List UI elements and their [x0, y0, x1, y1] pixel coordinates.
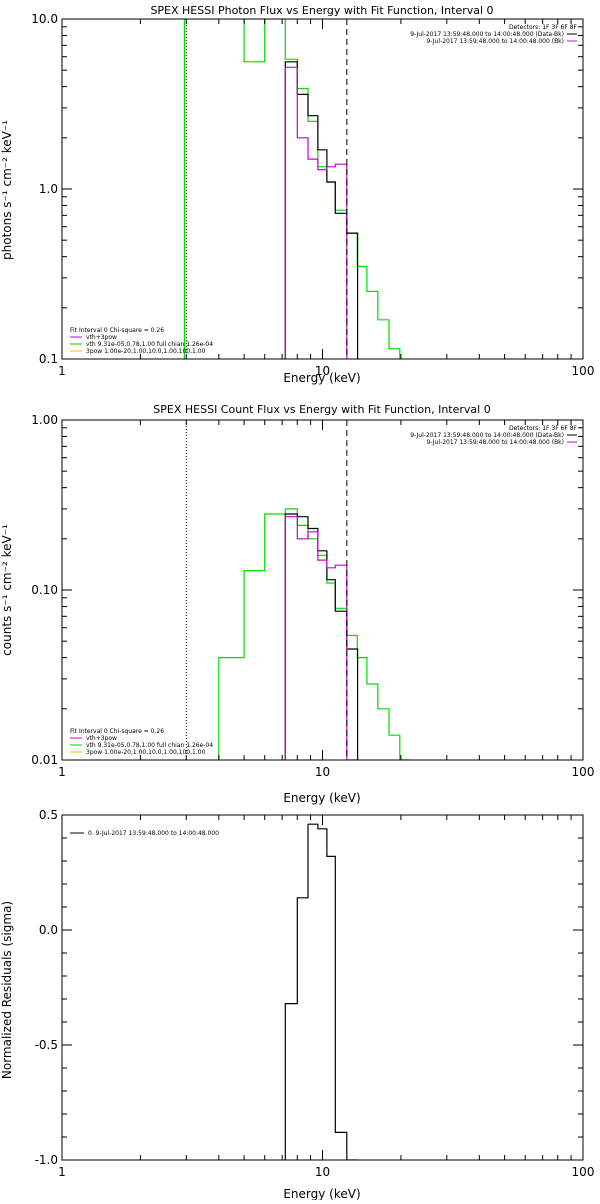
series-line-2-0 [284, 823, 359, 1160]
fit-legend-entry: vth+3pow [86, 334, 117, 341]
plot-frame-0 [61, 18, 584, 360]
series-line-1-0 [218, 508, 412, 760]
residuals-y-axis-label: Normalized Residuals (sigma) [0, 901, 14, 1079]
fit-legend-entry: 3pow 1.00e-20,1.00,10.0,1.00,100,1.00 [86, 749, 206, 756]
legend-entry: 9-Jul-2017 13:59:48.000 to 14:00:48.000 … [410, 432, 564, 439]
y-tick-label: 10.0 [31, 12, 58, 26]
x-tick-label: 100 [572, 364, 595, 378]
legend-entry: 9-Jul-2017 13:59:48.000 to 14:00:48.000 … [410, 31, 564, 38]
x-tick-label: 10 [315, 765, 330, 779]
legend-header: Detectors: 1F 3F 6F 8F [509, 425, 578, 432]
y-tick-label: 0.1 [39, 352, 58, 366]
residuals-x-axis-label: Energy (keV) [283, 1187, 360, 1200]
y-tick-label: 0.10 [31, 583, 58, 597]
legend-entry: 9-Jul-2017 13:59:48.000 to 14:00:48.000 … [426, 38, 564, 45]
x-tick-label: 10 [315, 364, 330, 378]
y-tick-label: 0.0 [39, 923, 58, 937]
fit-legend-entry: vth 9.31e-05,0.78,1.00 full chian 1.26e-… [86, 742, 213, 749]
photon-x-axis-label: Energy (keV) [283, 371, 360, 385]
residual-legend-entry: 0. 9-Jul-2017 13:59:48.000 to 14:00:48.0… [88, 830, 219, 837]
count-x-axis-label: Energy (keV) [283, 791, 360, 805]
x-tick-label: 1 [58, 364, 66, 378]
x-tick-label: 100 [572, 1165, 595, 1179]
panel-residuals: Energy (keV) Normalized Residuals (sigma… [0, 808, 595, 1201]
fit-legend-entry: 3pow 1.00e-20,1.00,10.0,1.00,100,1.00 [86, 348, 206, 355]
y-tick-label: -0.5 [35, 1038, 58, 1052]
fit-legend-entry: vth 9.31e-05,0.78,1.00 full chian 1.26e-… [86, 341, 213, 348]
plot-frame-1 [61, 419, 584, 761]
y-tick-label: -1.0 [35, 1153, 58, 1167]
photon-chart-title: SPEX HESSI Photon Flux vs Energy with Fi… [150, 4, 493, 17]
x-tick-label: 1 [58, 765, 66, 779]
y-tick-label: 0.5 [39, 808, 58, 822]
x-tick-label: 1 [58, 1165, 66, 1179]
y-tick-label: 0.01 [31, 753, 58, 767]
x-tick-label: 10 [315, 1165, 330, 1179]
photon-y-axis-label: photons s⁻¹ cm⁻² keV⁻¹ [0, 120, 14, 260]
series-line-0-0 [183, 19, 401, 359]
legend-header: Detectors: 1F 3F 6F 8F [509, 24, 578, 31]
panel-count-flux: SPEX HESSI Count Flux vs Energy with Fit… [0, 403, 594, 805]
panel-photon-flux: SPEX HESSI Photon Flux vs Energy with Fi… [0, 4, 594, 385]
fit-legend-header: Fit Interval 0 Chi-square = 0.26 [70, 728, 164, 735]
y-tick-label: 1.00 [31, 413, 58, 427]
count-chart-title: SPEX HESSI Count Flux vs Energy with Fit… [153, 403, 490, 416]
x-tick-label: 100 [572, 765, 595, 779]
count-y-axis-label: counts s⁻¹ cm⁻² keV⁻¹ [0, 524, 14, 656]
fit-legend-entry: vth+3pow [86, 735, 117, 742]
fit-legend-header: Fit Interval 0 Chi-square = 0.26 [70, 327, 164, 334]
y-tick-label: 1.0 [39, 182, 58, 196]
legend-entry: 9-Jul-2017 13:59:48.000 to 14:00:48.000 … [426, 439, 564, 446]
plot-frame-2 [61, 814, 584, 1161]
